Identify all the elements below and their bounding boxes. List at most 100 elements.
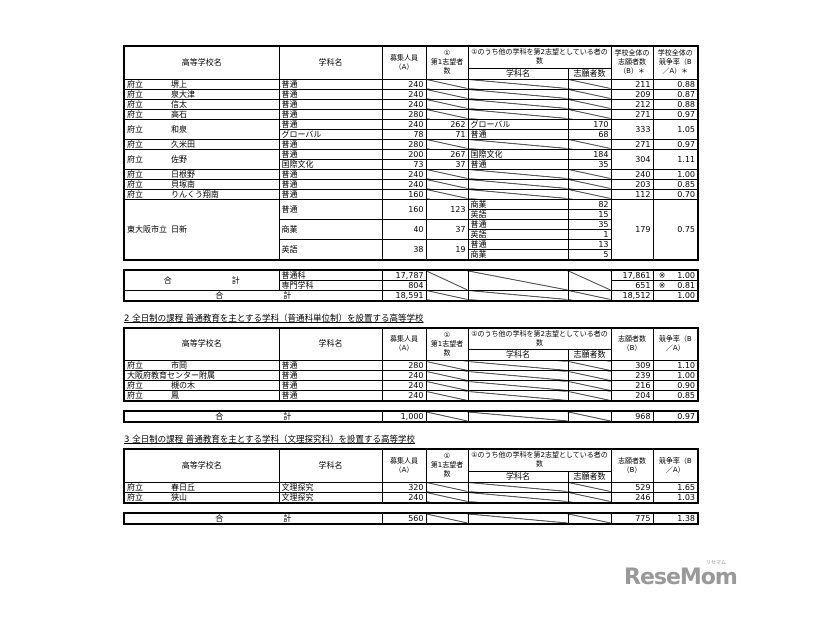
header-rate: 競争率（B／A） [652,448,699,483]
table-row: 府立 和泉 普通 240 262 グローバル 170 333 1.05 [123,118,699,140]
school-label: 堺上 [171,79,187,89]
total-applicants: 18,512 [610,289,654,301]
sub-dept-name: 商業 [467,248,569,260]
document-body: 高等学校名 学科名 募集人員（A） ① 第1志望者数 ①のうち他の学科を第2志望としている… [123,45,699,525]
empty-cell [567,178,612,190]
school-label: 日新 [171,224,187,234]
table-row: 東大阪市立 日新 普通 160 123 商業 82 179 0.75 [123,198,699,260]
rate: 1.03 [652,491,699,503]
empty-cell [567,88,612,100]
header-sub-count: 志願者数 [567,470,612,483]
capacity: 38 [381,238,427,260]
header-applicants: 志願者数（B） [610,448,654,483]
table-row: 商業 40 37 普通 35 [124,218,698,240]
empty-cell [567,269,612,291]
school-name: 府立 信太 [123,98,280,110]
empty-cell [567,289,612,301]
sub-dept-name: 普通 [467,158,569,170]
empty-cell [467,370,569,381]
applicants: 271 [610,138,654,150]
empty-cell [467,108,569,120]
rate: 0.70 [652,188,699,200]
empty-cell [567,78,612,90]
sub-dept-name: 英語 [467,228,569,240]
applicants: 309 [610,360,654,371]
first-choice: 19 [425,238,469,260]
rate: 1.10 [652,360,699,371]
empty-cell [425,289,469,301]
table-row: 府立 貝塚南 普通 240 203 0.85 [123,178,699,190]
applicants: 304 [610,148,654,170]
section-2-title: 2 全日制の課程 普通教育を主とする学科（普通科単位制）を設置する高等学校 [124,313,424,324]
total-capacity: 560 [381,512,427,524]
header-row: 高等学校名 学科名 募集人員（A） ① 第1志望者数 ①のうち他の学科を第2志望としている… [123,327,699,361]
sub-count: 184 [567,148,612,160]
grand-total-row: 合計 1,000 968 0.97 [123,410,699,423]
school-name: 大阪府教育センター附属 [123,370,280,381]
capacity: 40 [381,218,427,240]
school-label: 春日丘 [171,482,195,492]
school-name: 府立 和泉 [123,118,280,140]
school-prefix: 東大阪市立 [127,224,167,234]
header-capacity: 募集人員（A） [381,448,427,483]
school-prefix: 府立 [127,109,143,119]
note-mark: ※ [658,280,666,290]
table-row: 府立 日根野 普通 240 240 1.00 [123,168,699,180]
empty-cell [425,269,469,291]
empty-cell [467,98,569,110]
totals-section-1: 合計普通科 17,787 17,861 ※ 1.00 専門学科 804 651 ※ 0.81 合計 1… [123,268,699,302]
empty-cell [467,138,569,150]
total-capacity: 18,591 [381,289,427,301]
empty-cell [425,168,469,180]
school-prefix: 府立 [127,492,143,502]
table-row: 府立 鳳 普通 240 204 0.85 [123,390,699,402]
capacity: 160 [381,188,427,200]
empty-cell [567,491,612,503]
first-choice: 123 [425,198,469,220]
empty-cell [567,188,612,200]
school-label: 信太 [171,99,187,109]
empty-cell [467,168,569,180]
subtotal-applicants: 17,861 [610,269,654,281]
header-applicants: 学校全体の志願者数（B）＊ [610,45,654,80]
dept-name: 普通 [278,98,383,110]
empty-cell [467,178,569,190]
empty-cell [467,512,569,524]
sub-dept-name: グローバル [467,118,569,130]
header-first-choice: ① 第1志望者数 [425,45,469,80]
empty-cell [467,188,569,200]
header-first-choice: ① 第1志望者数 [425,327,469,361]
school-label: 槻の木 [171,381,195,390]
capacity: 280 [381,108,427,120]
dept-type: 専門学科 [278,279,383,291]
subtotal-applicants: 651 [610,279,654,291]
empty-cell [567,410,612,423]
total-rate: 1.38 [652,512,699,524]
applicants: 211 [610,78,654,90]
subtotal-row: 合計普通科 17,787 17,861 ※ 1.00 [123,269,699,291]
empty-cell [425,138,469,150]
rate: 1.05 [652,118,699,140]
empty-cell [567,98,612,110]
sub-dept-name: 国際文化 [467,148,569,160]
sub-count: 68 [567,128,612,140]
empty-cell [467,269,569,291]
sub-count: 1 [567,228,612,240]
empty-cell [425,178,469,190]
empty-cell [467,410,569,423]
header-rate: 学校全体の競争率（B／A）＊ [652,45,699,80]
table-row: 商業 5 [124,248,698,260]
rate: 0.97 [652,138,699,150]
dept-name: 普通 [278,390,383,402]
sub-count: 82 [567,198,612,210]
school-prefix: 府立 [127,154,143,164]
empty-cell [467,360,569,371]
school-name: 府立 堺上 [123,78,280,90]
dept-name: 普通 [278,118,383,130]
applicants: 179 [610,198,654,260]
school-label: 狭山 [171,492,187,502]
dept-name: グローバル [278,128,383,140]
empty-cell [567,108,612,120]
capacity: 280 [381,360,427,371]
table-row: 大阪府教育センター附属 普通 240 239 1.00 [123,370,699,381]
